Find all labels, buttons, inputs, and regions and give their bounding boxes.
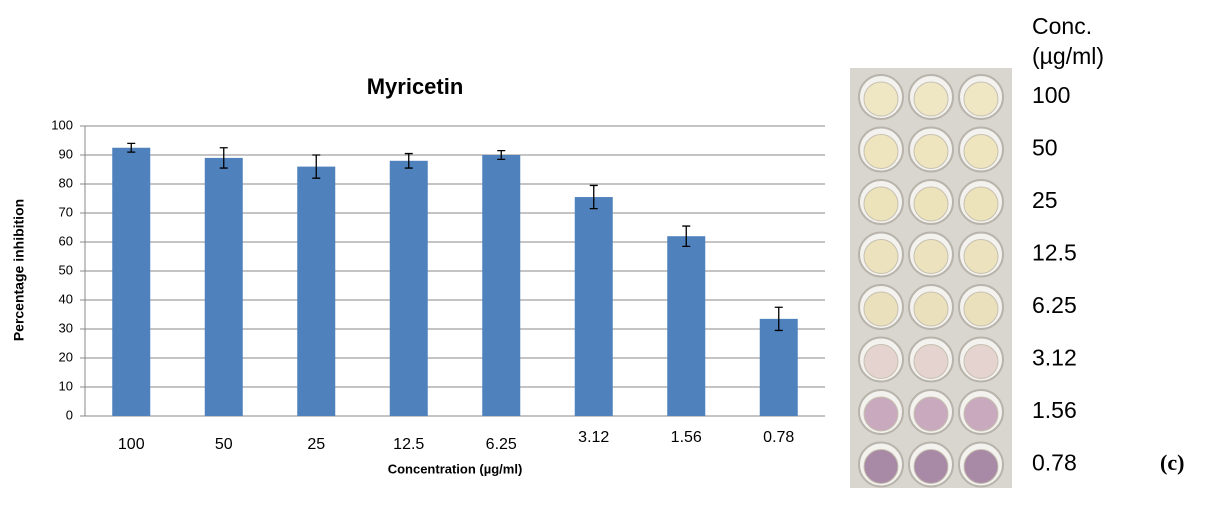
bar: [204, 157, 243, 416]
bar: [389, 160, 428, 416]
error-bar: [774, 306, 783, 332]
bar: [297, 166, 336, 416]
y-tick-label: 20: [59, 349, 73, 364]
bar: [482, 155, 521, 416]
well-liquid: [963, 344, 999, 379]
well-liquid: [963, 186, 999, 222]
y-tick-label: 90: [59, 146, 73, 161]
well-liquid: [963, 239, 999, 274]
plate-header: Conc.: [1032, 13, 1092, 39]
wells: [858, 74, 1004, 488]
x-tick-label: 0.78: [763, 429, 794, 446]
bar: [667, 236, 706, 416]
y-tick-label: 80: [59, 175, 73, 190]
well-liquid: [913, 291, 949, 327]
well-liquid: [913, 344, 949, 379]
y-tick-label: 10: [59, 378, 73, 393]
plate-conc-label: 50: [1032, 135, 1058, 161]
well-liquid: [863, 81, 899, 117]
plate-conc-label: 6.25: [1032, 292, 1077, 318]
plate-photo: [850, 68, 1012, 488]
y-tick-label: 0: [66, 407, 73, 422]
x-tick-label: 100: [118, 436, 145, 453]
y-tick-label: 50: [59, 262, 73, 277]
bar: [759, 318, 798, 416]
bar: [574, 197, 613, 416]
plate-conc-label: 25: [1032, 187, 1058, 213]
x-tick-label: 3.12: [578, 429, 609, 446]
well-liquid: [863, 134, 899, 169]
plate-conc-label: 3.12: [1032, 345, 1077, 371]
error-bar: [404, 152, 413, 169]
well-liquid: [913, 449, 949, 484]
x-tick-label: 25: [307, 436, 325, 453]
well-liquid: [913, 186, 949, 222]
well-liquid: [863, 449, 899, 484]
plate-header: (µg/ml): [1032, 43, 1104, 69]
x-tick-label: 6.25: [486, 436, 517, 453]
well-liquid: [863, 291, 899, 327]
well-liquid: [863, 186, 899, 222]
well-liquid: [913, 239, 949, 274]
x-tick-label: 12.5: [393, 436, 424, 453]
plate-conc-label: 100: [1032, 82, 1070, 108]
panel-label: (c): [1160, 450, 1184, 475]
x-axis-label: Concentration (µg/ml): [388, 461, 523, 476]
chart-title: Myricetin: [367, 74, 464, 99]
plate-conc-label: 12.5: [1032, 240, 1077, 266]
well-liquid: [913, 134, 949, 169]
error-bar: [497, 150, 506, 160]
y-tick-label: 70: [59, 204, 73, 219]
bar: [112, 147, 151, 416]
well-liquid: [963, 396, 999, 432]
error-bar: [219, 147, 228, 169]
well-liquid: [963, 449, 999, 484]
plate-conc-label: 0.78: [1032, 450, 1077, 476]
well-liquid: [913, 81, 949, 117]
x-tick-label: 1.56: [671, 429, 702, 446]
x-tick-label: 50: [215, 436, 233, 453]
error-bar: [127, 142, 136, 153]
error-bar: [589, 184, 598, 210]
well-liquid: [863, 396, 899, 432]
well-liquid: [963, 81, 999, 117]
well-liquid: [963, 134, 999, 169]
error-bar: [682, 225, 691, 247]
well-liquid: [863, 344, 899, 379]
y-tick-label: 100: [51, 117, 73, 132]
error-bar: [312, 154, 321, 179]
plate-conc-label: 1.56: [1032, 397, 1077, 423]
y-tick-label: 30: [59, 320, 73, 335]
y-axis-label: Percentage inhibition: [11, 199, 27, 341]
well-liquid: [863, 239, 899, 274]
well-liquid: [913, 396, 949, 432]
y-tick-label: 40: [59, 291, 73, 306]
y-tick-label: 60: [59, 233, 73, 248]
well-liquid: [963, 291, 999, 327]
